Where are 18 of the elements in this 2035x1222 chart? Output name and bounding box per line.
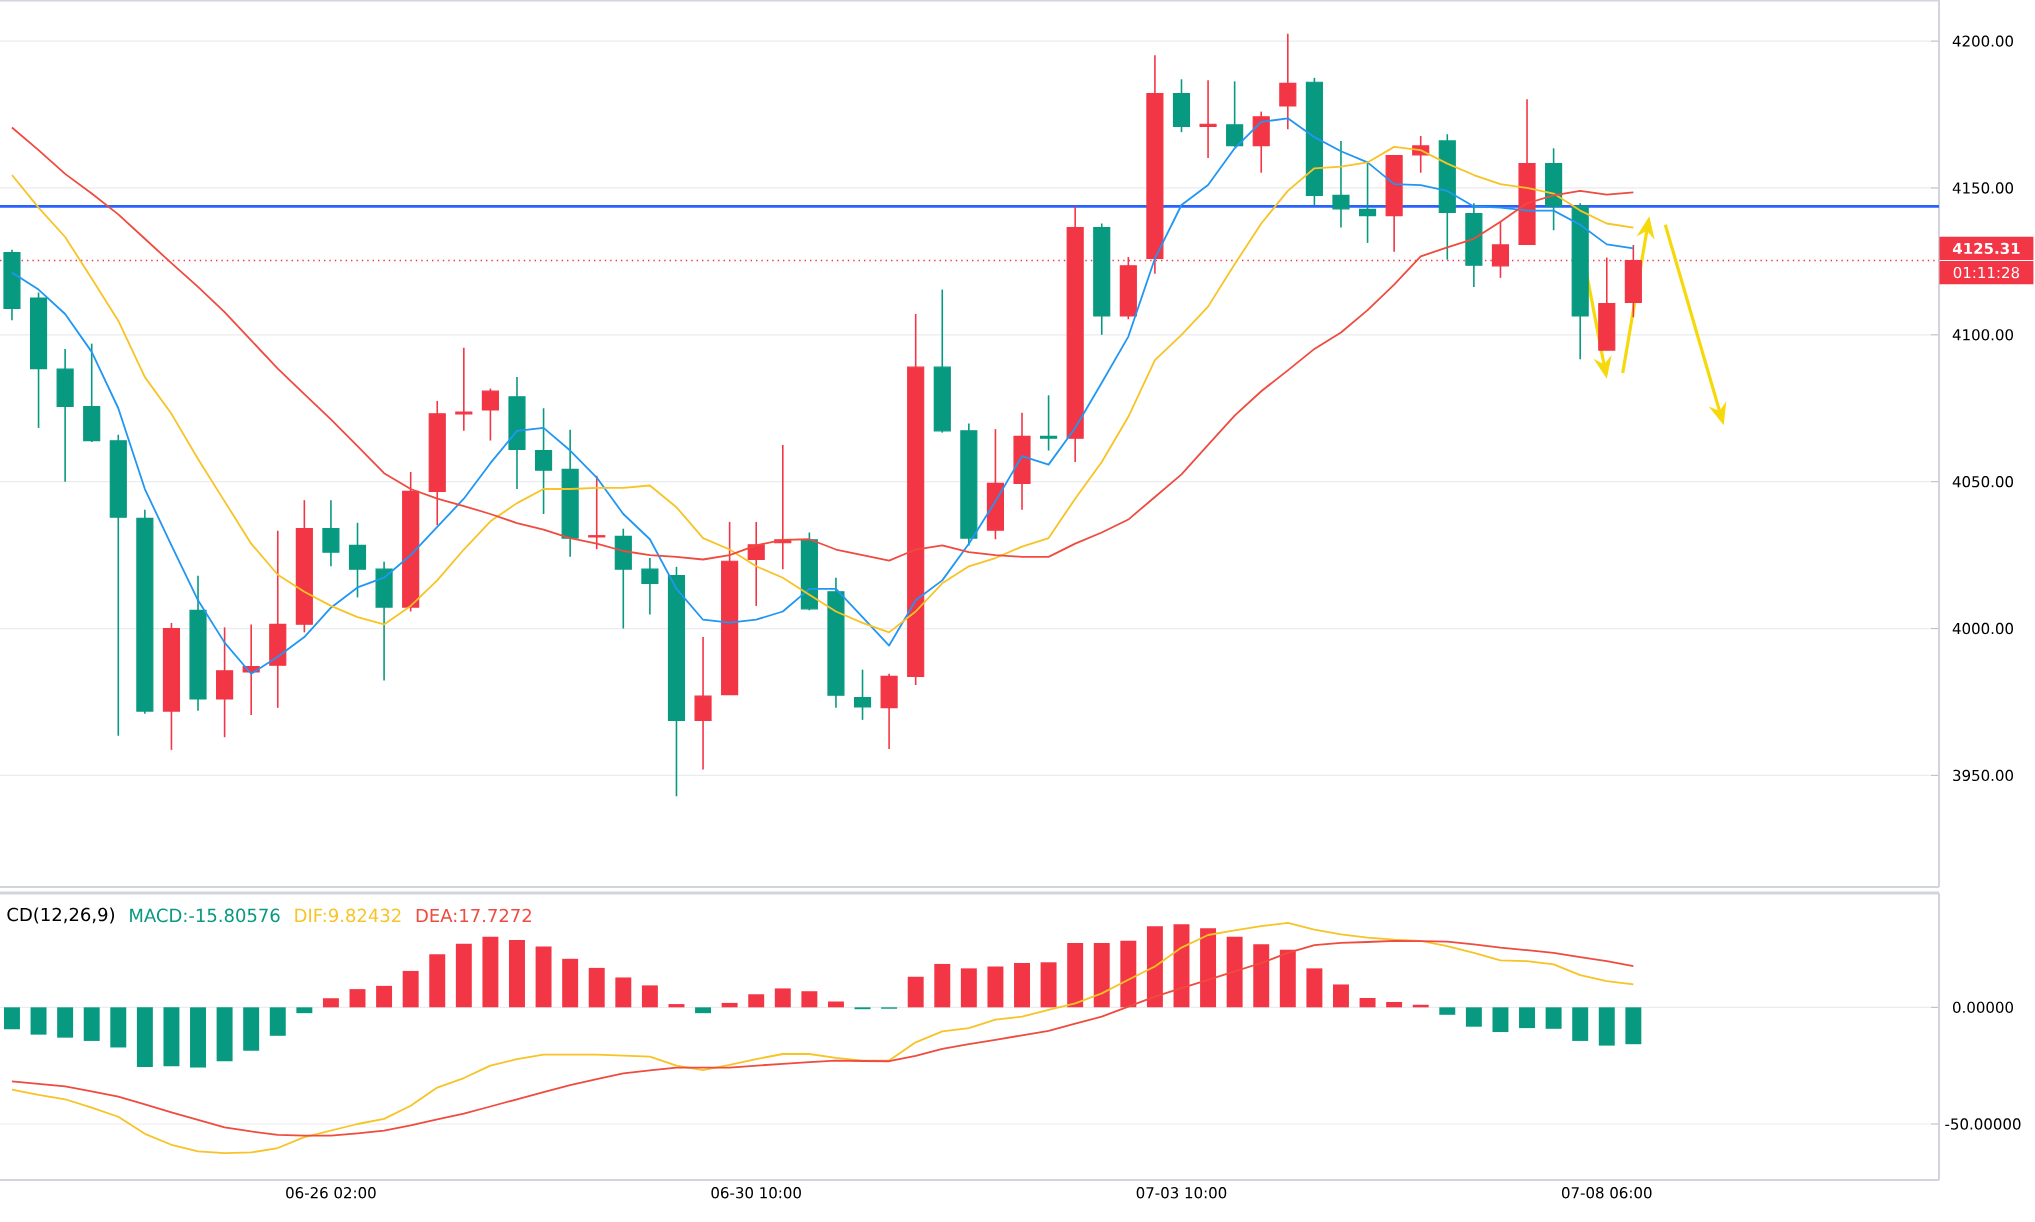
x-tick-label: 07-03 10:00 — [1136, 1187, 1227, 1199]
annotation: DEA:17.7272 — [416, 908, 531, 923]
x-tick-label: 07-08 06:00 — [1561, 1187, 1652, 1199]
y-tick-label: -50.00000 — [1945, 1118, 2021, 1130]
y-tick-label: 4150.00 — [1952, 182, 2014, 194]
annotation: DIF:9.82432 — [295, 908, 401, 923]
y-tick-label: 4000.00 — [1952, 622, 2014, 635]
text: 01:11:28 — [1953, 266, 2020, 279]
annotation: MACD:-15.80576 — [130, 908, 280, 923]
y-tick-label: 3950.00 — [1953, 769, 2014, 782]
y-tick-label: 4100.00 — [1952, 329, 2014, 341]
x-tick-label: 06-26 02:00 — [286, 1187, 376, 1199]
x-tick-label: 06-30 10:00 — [711, 1187, 801, 1199]
y-tick-label: 0.00000 — [1953, 1001, 2014, 1014]
ref-line-label: 4125.31 — [1952, 242, 2020, 255]
annotation: CD(12,26,9) — [7, 907, 115, 924]
y-tick-label: 4050.00 — [1952, 476, 2014, 488]
y-tick-label: 4200.00 — [1952, 35, 2014, 47]
